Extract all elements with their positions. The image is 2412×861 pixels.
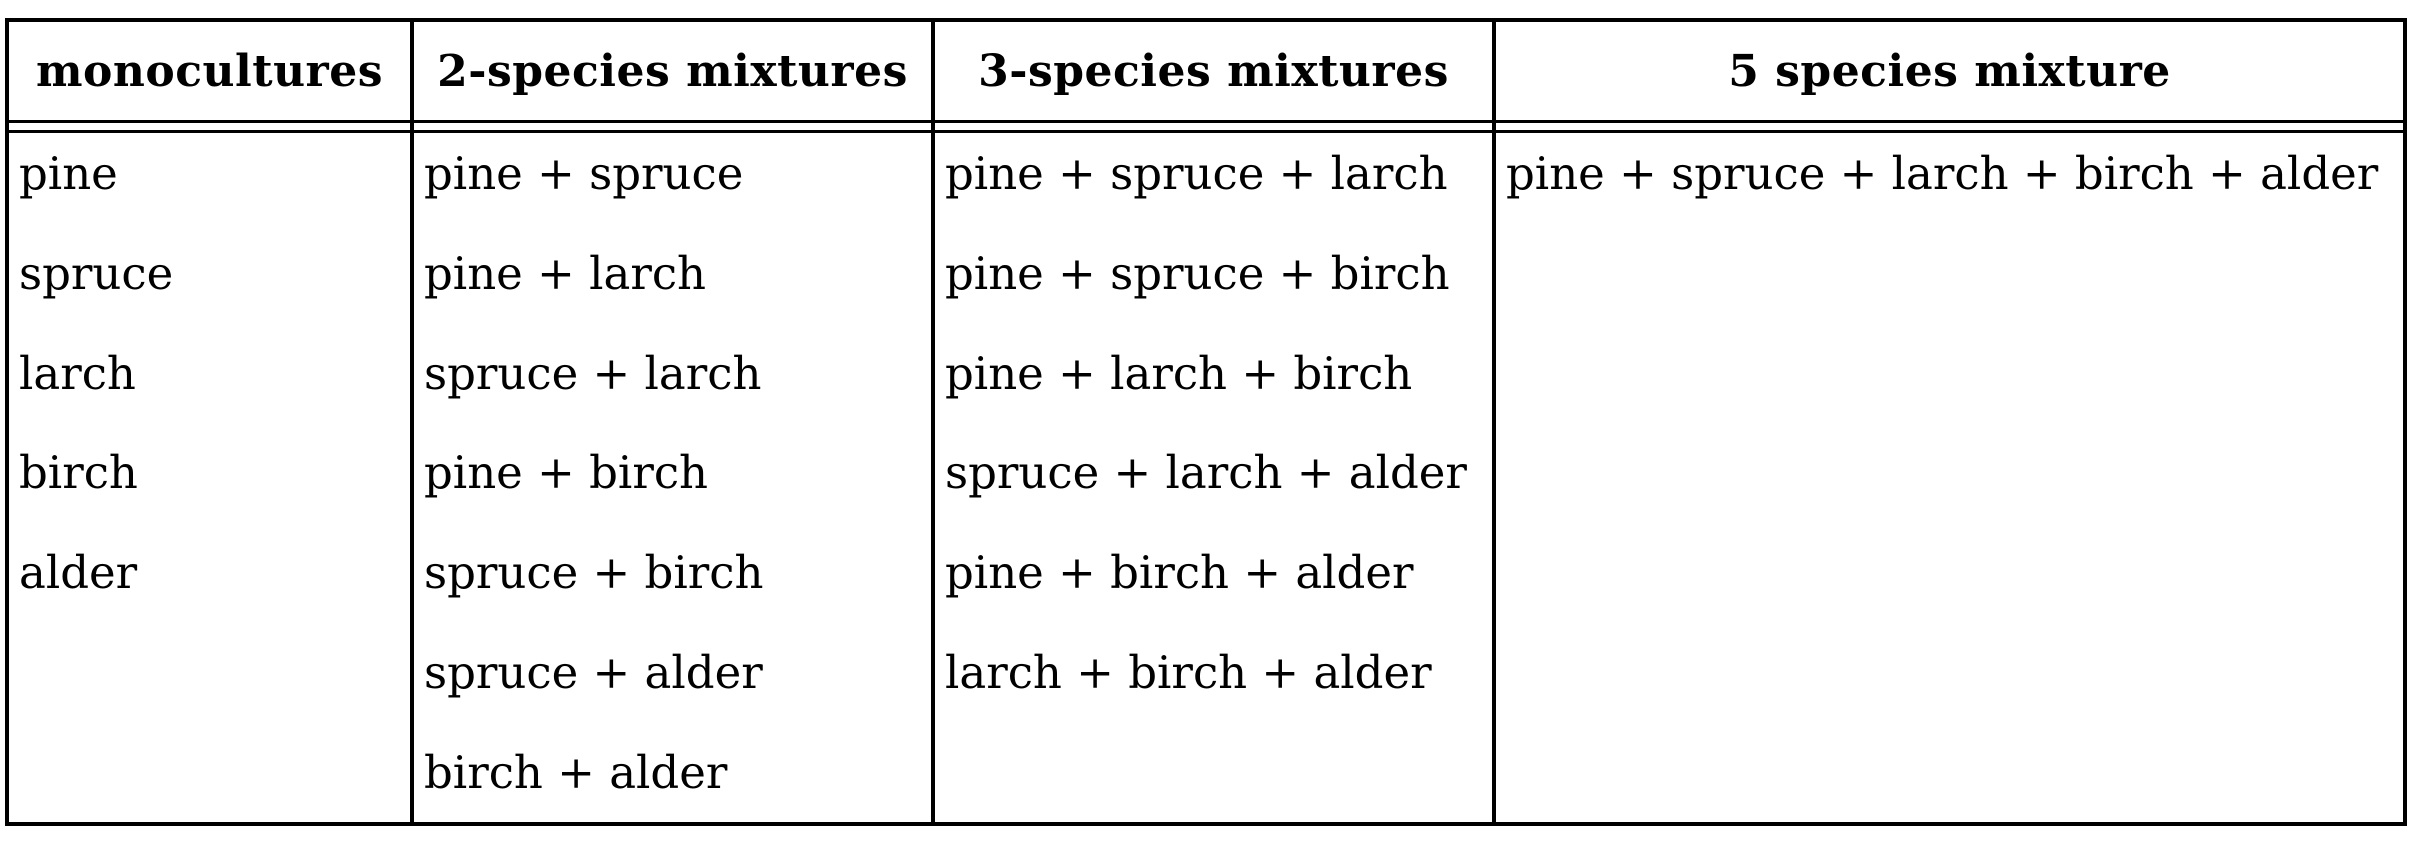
cell-list: pine spruce larch birch alder [19,144,410,643]
table-cell: pine + birch + alder [945,546,1414,600]
column-header: 2-species mixtures [437,45,908,97]
table-cell: spruce + birch [424,546,764,600]
species-mixture-table: monocultures pine spruce larch birch ald… [5,18,2407,826]
table-cell: larch + birch + alder [945,645,1432,699]
table-cell: larch [19,346,136,400]
table-cell: spruce + alder [424,645,763,699]
table-cell: alder [19,546,138,600]
header-double-rule [9,130,2403,133]
table-cell: pine [19,147,118,200]
table-cell: spruce + larch [424,346,762,400]
table-cell: pine + spruce + larch [945,147,1448,200]
cell-list: pine + spruce + larch + birch + alder [1506,144,2403,244]
table-cell: spruce [19,246,174,300]
table-cell: pine + birch [424,446,709,500]
column-divider [931,22,935,822]
column-divider [410,22,414,822]
table-cell: pine + larch + birch [945,346,1413,400]
table-cell: birch + alder [424,745,728,799]
column-header: 5 species mixture [1728,45,2171,97]
table-cell: pine + spruce [424,147,744,200]
cell-list: pine + spruce pine + larch spruce + larc… [424,144,931,843]
table-cell: pine + spruce + larch + birch + alder [1506,147,2379,200]
column-2-species: 2-species mixtures pine + spruce pine + … [414,22,931,822]
column-header: monocultures [36,45,383,97]
table-cell: pine + spruce + birch [945,246,1450,300]
table-cell: pine + larch [424,246,707,300]
table-header-row [9,22,2403,123]
column-header: 3-species mixtures [978,45,1449,97]
table-cell: spruce + larch + alder [945,446,1467,500]
column-divider [1492,22,1496,822]
cell-list: pine + spruce + larch pine + spruce + bi… [945,144,1492,743]
column-3-species: 3-species mixtures pine + spruce + larch… [935,22,1492,822]
table-cell: birch [19,446,138,500]
column-5-species: 5 species mixture pine + spruce + larch … [1496,22,2403,822]
column-monocultures: monocultures pine spruce larch birch ald… [9,22,410,822]
